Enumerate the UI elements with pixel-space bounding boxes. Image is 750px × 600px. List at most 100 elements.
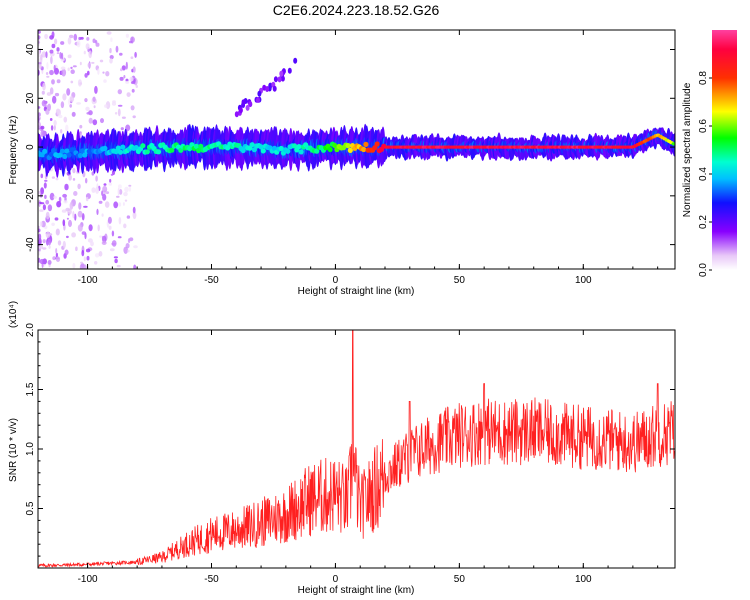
noise-cell bbox=[43, 182, 47, 189]
noise-cell bbox=[38, 238, 42, 246]
noise-cell bbox=[94, 261, 98, 265]
ridge-core-cell bbox=[62, 153, 68, 159]
noise-cell bbox=[44, 179, 48, 182]
noise-cell bbox=[86, 37, 90, 41]
noise-cell bbox=[92, 38, 96, 44]
noise-cell bbox=[83, 256, 86, 262]
noise-cell bbox=[101, 241, 107, 245]
ridge-core-cell bbox=[258, 144, 264, 150]
noise-cell bbox=[62, 219, 66, 227]
ridge-core-cell bbox=[117, 149, 124, 155]
y-tick-label: 2.0 bbox=[25, 323, 36, 337]
spur-cell bbox=[287, 67, 292, 74]
noise-cell bbox=[39, 209, 44, 212]
noise-cell bbox=[84, 264, 87, 269]
ridge-core-cell bbox=[296, 144, 302, 150]
noise-cell bbox=[109, 58, 113, 64]
noise-cell bbox=[64, 249, 69, 256]
noise-cell bbox=[97, 224, 100, 232]
noise-cell bbox=[73, 191, 78, 196]
spur-cell bbox=[245, 104, 250, 111]
noise-cell bbox=[121, 116, 126, 119]
noise-cell bbox=[60, 101, 65, 109]
ridge-core-cell bbox=[260, 148, 266, 154]
noise-cell bbox=[85, 177, 88, 184]
spur-cell bbox=[272, 85, 277, 92]
spur-cell bbox=[265, 86, 270, 92]
noise-cell bbox=[56, 201, 62, 208]
noise-cell bbox=[64, 183, 69, 191]
noise-cell bbox=[130, 105, 135, 111]
noise-cell bbox=[120, 127, 124, 131]
noise-cell bbox=[55, 228, 60, 236]
noise-cell bbox=[98, 251, 103, 257]
noise-cell bbox=[67, 67, 70, 72]
noise-cell bbox=[132, 211, 137, 220]
snr-axes: -100 -50 0 50 100 0.5 1.0 1.5 2.0 bbox=[25, 323, 675, 585]
noise-cell bbox=[66, 88, 71, 96]
noise-cell bbox=[88, 117, 93, 124]
noise-cell bbox=[95, 175, 98, 182]
noise-cell bbox=[113, 201, 119, 209]
x-tick-label: 50 bbox=[454, 574, 466, 585]
ridge-core-cell bbox=[363, 141, 369, 147]
ridge-core-cell bbox=[115, 145, 121, 151]
noise-cell bbox=[81, 231, 86, 235]
noise-cell bbox=[96, 183, 99, 191]
noise-cell bbox=[128, 186, 132, 192]
colorbar-tick-label: 0.8 bbox=[698, 71, 709, 85]
noise-cell bbox=[110, 173, 114, 176]
noise-cell bbox=[70, 80, 74, 84]
ridge-core-cell bbox=[240, 147, 246, 154]
noise-cell bbox=[59, 52, 62, 59]
noise-cell bbox=[113, 256, 118, 259]
noise-cell bbox=[54, 92, 60, 97]
noise-cell bbox=[123, 223, 127, 229]
noise-cell bbox=[51, 79, 55, 85]
noise-cell bbox=[56, 79, 61, 84]
noise-cell bbox=[118, 184, 122, 189]
spur-cell bbox=[241, 99, 246, 106]
noise-cell bbox=[44, 194, 47, 199]
snr-xlabel: Height of straight line (km) bbox=[298, 585, 415, 596]
noise-cell bbox=[115, 45, 119, 53]
noise-cell bbox=[47, 103, 51, 112]
noise-cell bbox=[44, 33, 48, 40]
noise-cell bbox=[92, 119, 98, 126]
noise-cell bbox=[55, 252, 59, 258]
ridge-core-cell bbox=[193, 143, 199, 149]
noise-cell bbox=[38, 41, 41, 44]
noise-cell bbox=[130, 81, 136, 85]
noise-cell bbox=[56, 47, 60, 52]
noise-cell bbox=[81, 213, 85, 221]
noise-cell bbox=[40, 187, 44, 195]
noise-cell bbox=[40, 125, 45, 130]
noise-cell bbox=[126, 92, 131, 97]
noise-cell bbox=[69, 34, 74, 39]
noise-cell bbox=[38, 106, 41, 109]
noise-cell bbox=[41, 51, 47, 58]
colorbar: 0.0 0.2 0.4 0.6 0.8 Normalized spectral ampl… bbox=[682, 30, 737, 277]
noise-cell bbox=[62, 93, 67, 101]
noise-cell bbox=[47, 238, 52, 246]
snr-marks bbox=[38, 330, 675, 568]
noise-cell bbox=[45, 231, 51, 238]
noise-cell bbox=[85, 106, 90, 111]
noise-cell bbox=[85, 248, 91, 253]
noise-cell bbox=[46, 75, 50, 78]
noise-cell bbox=[77, 210, 83, 218]
noise-cell bbox=[117, 104, 123, 107]
noise-cell bbox=[49, 118, 53, 121]
ridge-core-cell bbox=[155, 149, 162, 155]
noise-cell bbox=[95, 42, 100, 47]
noise-cell bbox=[99, 59, 104, 63]
spectrogram-ylabel: Frequency (Hz) bbox=[8, 116, 19, 185]
ridge-core-cell bbox=[133, 145, 139, 151]
noise-cell bbox=[104, 104, 108, 108]
noise-cell bbox=[120, 68, 123, 72]
noise-cell bbox=[85, 196, 89, 202]
noise-cell bbox=[72, 211, 75, 219]
noise-cell bbox=[52, 95, 57, 104]
ridge-core-cell bbox=[189, 142, 195, 148]
